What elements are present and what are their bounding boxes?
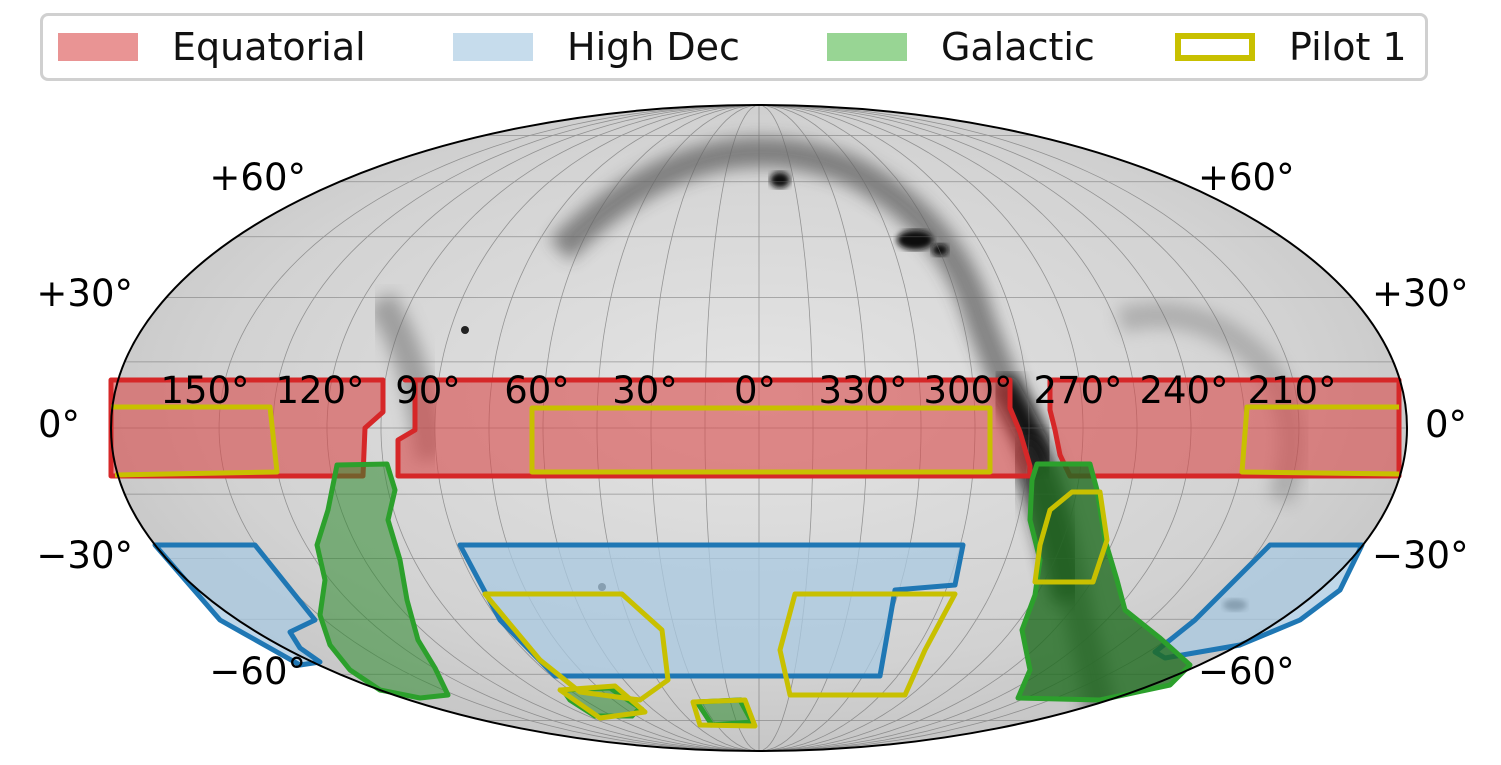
pilot-patch-2 — [690, 697, 758, 729]
lat-label-right: −60° — [1198, 650, 1295, 693]
lat-label-left: 0° — [38, 403, 80, 446]
lon-label: 270° — [1033, 369, 1122, 412]
lon-label: 210° — [1247, 369, 1336, 412]
pilot-patch-1 — [557, 683, 648, 721]
pilot-1-region — [111, 404, 1400, 729]
legend-label: High Dec — [567, 25, 740, 69]
legend-item-pilot-1: Pilot 1 — [1175, 16, 1407, 78]
longitude-labels: 150° 120° 90° 60° 30° 0° 330° 300° 270° … — [160, 369, 1336, 412]
pilot-center — [529, 405, 993, 475]
lat-label-right: +30° — [1372, 272, 1469, 315]
lat-label-right: 0° — [1425, 403, 1467, 446]
lon-label: 90° — [395, 369, 461, 412]
legend-item-galactic: Galactic — [827, 16, 1095, 78]
lon-label: 30° — [612, 369, 678, 412]
lon-label: 240° — [1139, 369, 1228, 412]
legend-label: Galactic — [941, 25, 1095, 69]
high-dec-center — [457, 542, 966, 679]
legend: Equatorial High Dec Galactic Pilot 1 — [40, 13, 1428, 81]
lat-label-right: −30° — [1372, 534, 1469, 577]
galactic-strip-left — [314, 461, 451, 701]
legend-swatch-galactic — [827, 33, 907, 61]
lat-label-left: +30° — [36, 272, 133, 315]
equatorial-region — [108, 377, 1402, 479]
high-dec-region — [152, 542, 1365, 679]
legend-swatch-high-dec — [453, 33, 533, 61]
lon-label: 330° — [818, 369, 907, 412]
lat-label-left: +60° — [209, 156, 306, 199]
equatorial-band — [108, 377, 1402, 479]
pilot-south-right — [777, 591, 958, 698]
pilot-south-left — [482, 591, 671, 703]
pilot-galactic — [1032, 489, 1110, 585]
latitude-labels-right: +60° +30° 0° −30° −60° — [1198, 156, 1469, 693]
legend-label: Pilot 1 — [1289, 25, 1407, 69]
legend-swatch-equatorial — [58, 33, 138, 61]
legend-item-high-dec: High Dec — [453, 16, 740, 78]
legend-item-equatorial: Equatorial — [58, 16, 366, 78]
latitude-labels-left: +60° +30° 0° −30° −60° — [36, 156, 306, 693]
lat-label-left: −30° — [36, 534, 133, 577]
lon-label: 300° — [923, 369, 1012, 412]
projection-border — [110, 104, 1408, 752]
high-dec-left — [152, 542, 323, 668]
legend-swatch-pilot-1 — [1175, 33, 1255, 61]
lon-label: 60° — [504, 369, 570, 412]
pilot-right — [1239, 404, 1400, 477]
pilot-left — [111, 404, 280, 478]
lat-label-left: −60° — [209, 650, 306, 693]
legend-label: Equatorial — [172, 25, 366, 69]
lat-label-right: +60° — [1198, 156, 1295, 199]
lon-label: 120° — [275, 369, 364, 412]
lon-label: 150° — [160, 369, 249, 412]
lon-label: 0° — [734, 369, 776, 412]
